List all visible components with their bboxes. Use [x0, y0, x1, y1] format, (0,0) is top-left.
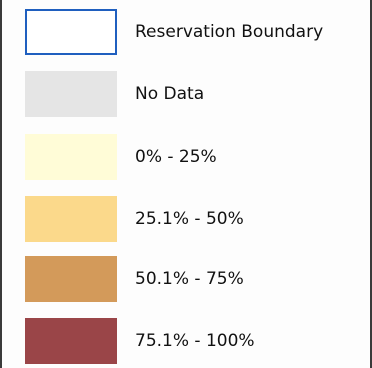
range-25-50-swatch	[25, 196, 117, 242]
legend-label: 0% - 25%	[135, 147, 217, 167]
legend-item-no-data: No Data	[25, 71, 355, 117]
legend-right-border	[370, 0, 372, 368]
range-0-25-swatch	[25, 134, 117, 180]
legend-left-border	[0, 0, 2, 368]
range-75-100-swatch	[25, 318, 117, 364]
legend-label: 25.1% - 50%	[135, 209, 244, 229]
legend-item-0-25: 0% - 25%	[25, 134, 355, 180]
legend-item-50-75: 50.1% - 75%	[25, 256, 355, 302]
range-50-75-swatch	[25, 256, 117, 302]
legend-label: Reservation Boundary	[135, 22, 324, 42]
legend-label: 75.1% - 100%	[135, 331, 255, 351]
reservation-boundary-swatch	[25, 9, 117, 55]
legend-label: 50.1% - 75%	[135, 269, 244, 289]
legend-item-75-100: 75.1% - 100%	[25, 318, 355, 364]
legend-item-reservation-boundary: Reservation Boundary	[25, 9, 355, 55]
legend-label: No Data	[135, 84, 205, 104]
legend-item-25-50: 25.1% - 50%	[25, 196, 355, 242]
no-data-swatch	[25, 71, 117, 117]
